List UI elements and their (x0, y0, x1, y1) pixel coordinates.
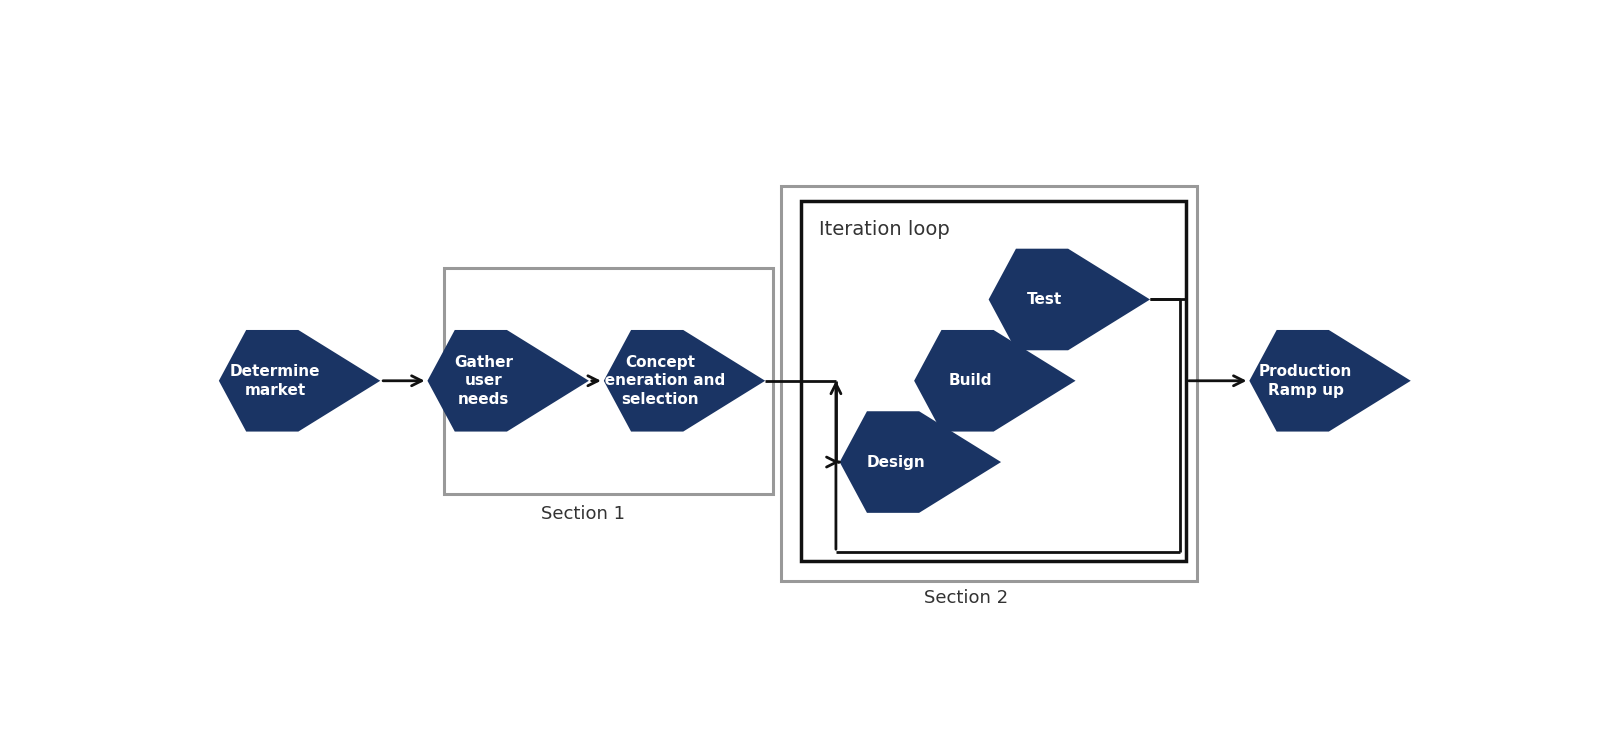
Polygon shape (428, 330, 590, 431)
Polygon shape (604, 330, 766, 431)
Text: Build: Build (948, 373, 992, 388)
Polygon shape (1250, 330, 1411, 431)
Text: Production
Ramp up: Production Ramp up (1259, 364, 1352, 397)
Text: Iteration loop: Iteration loop (819, 220, 950, 239)
Polygon shape (219, 330, 380, 431)
Text: Concept
generation and
selection: Concept generation and selection (594, 354, 726, 407)
Bar (444, 268, 772, 494)
Polygon shape (839, 411, 1001, 513)
Text: Design: Design (867, 455, 924, 470)
Bar (801, 201, 1185, 561)
Text: Section 1: Section 1 (540, 505, 625, 523)
Text: Section 2: Section 2 (924, 590, 1008, 608)
Bar (782, 186, 1197, 581)
Polygon shape (915, 330, 1075, 431)
Text: Determine
market: Determine market (229, 364, 320, 397)
Polygon shape (988, 249, 1150, 351)
Text: Gather
user
needs: Gather user needs (453, 354, 513, 407)
Text: Test: Test (1027, 292, 1062, 307)
